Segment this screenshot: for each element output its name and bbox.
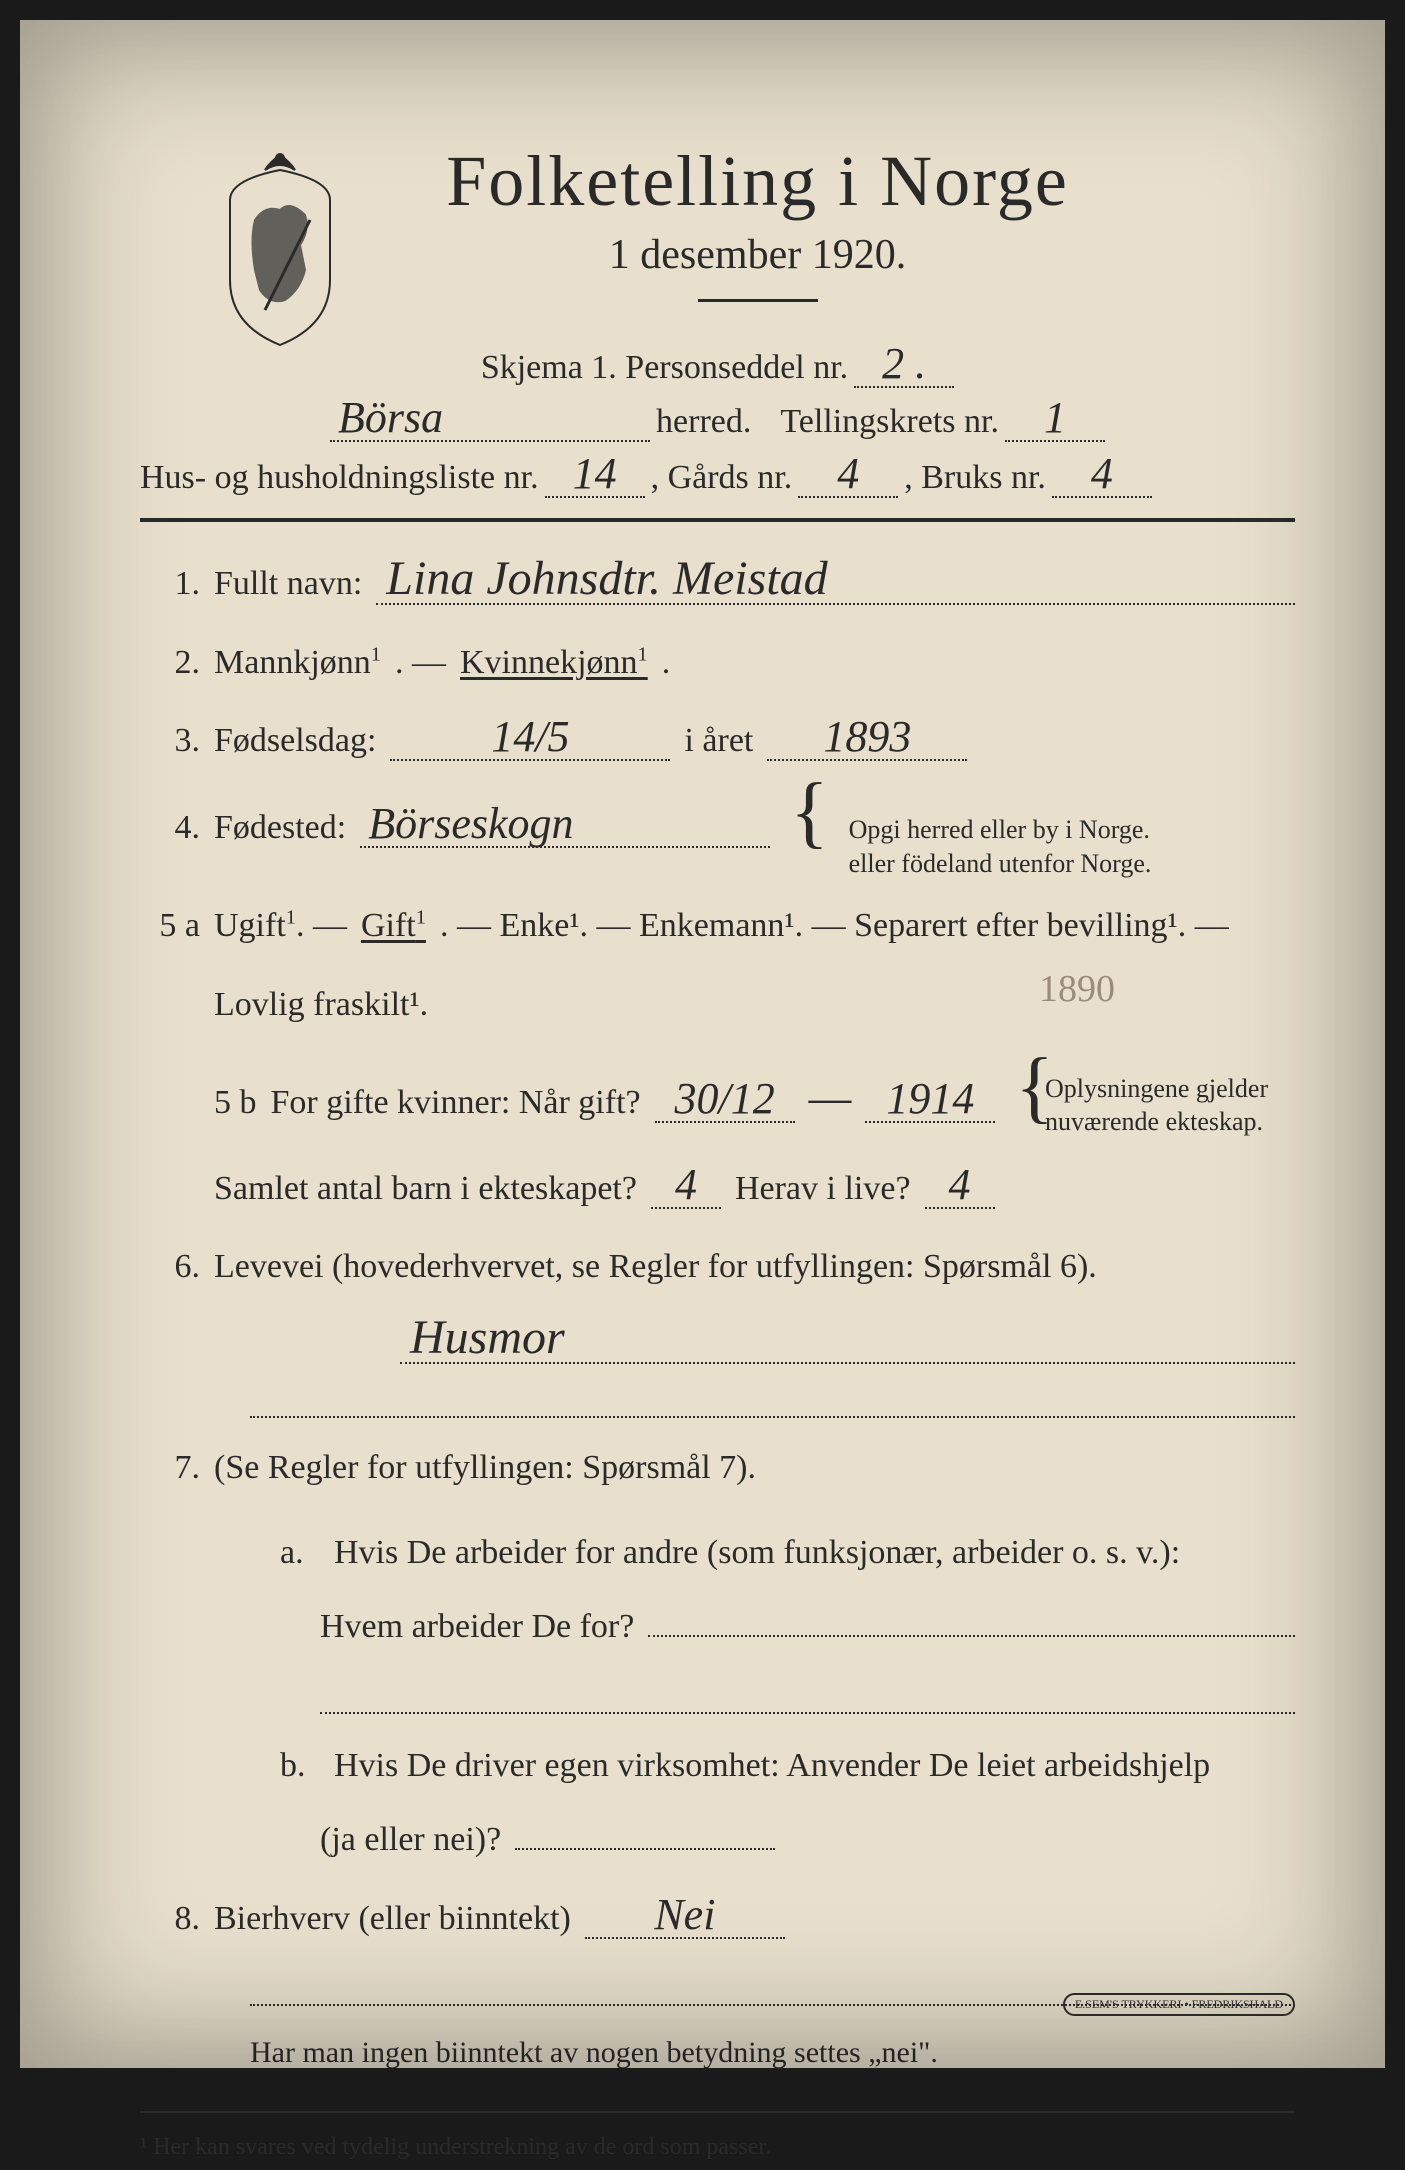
main-rule	[140, 518, 1295, 522]
q1-label: Fullt navn:	[214, 552, 362, 617]
herred-label: herred.	[656, 403, 751, 441]
page-title: Folketelling i Norge	[220, 140, 1295, 223]
q1-row: 1. Fullt navn: Lina Johnsdtr. Meistad	[140, 552, 1295, 617]
q6-num: 6.	[140, 1235, 200, 1300]
gards-nr: 4	[798, 452, 898, 498]
q6-label: Levevei (hovederhvervet, se Regler for u…	[214, 1235, 1097, 1300]
form-body: 1. Fullt navn: Lina Johnsdtr. Meistad 2.…	[140, 552, 1295, 2170]
header: Folketelling i Norge 1 desember 1920.	[220, 140, 1295, 302]
census-form-page: Folketelling i Norge 1 desember 1920. Sk…	[20, 20, 1385, 2068]
q2-dash: . —	[395, 631, 446, 696]
gards-label: , Gårds nr.	[651, 459, 793, 497]
q7a-label: a.	[280, 1521, 320, 1586]
page-subtitle: 1 desember 1920.	[220, 231, 1295, 279]
q5b-dash: —	[809, 1052, 852, 1143]
husliste-label: Hus- og husholdningsliste nr.	[140, 459, 539, 497]
q5b-barn: 4	[651, 1163, 721, 1209]
q4-row: 4. Fødested: Börseskogn { Opgi herred el…	[140, 788, 1295, 881]
pencil-note: 1890	[1039, 953, 1115, 1025]
q8-label: Bierhverv (eller biinntekt)	[214, 1887, 571, 1952]
q5a-rest: . — Enke¹. — Enkemann¹. — Separert efter…	[440, 894, 1229, 959]
q3-num: 3.	[140, 709, 200, 774]
bruks-nr: 4	[1052, 452, 1152, 498]
q5b-live: 4	[925, 1163, 995, 1209]
q1-num: 1.	[140, 552, 200, 617]
q7a-row: a. Hvis De arbeider for andre (som funks…	[280, 1521, 1295, 1586]
q7a-row2: Hvem arbeider De for?	[320, 1595, 1295, 1660]
q5b-barn-label: Samlet antal barn i ekteskapet?	[214, 1157, 637, 1222]
q8-num: 8.	[140, 1887, 200, 1952]
q7-label: (Se Regler for utfyllingen: Spørsmål 7).	[214, 1436, 756, 1501]
husliste-nr: 14	[545, 452, 645, 498]
q4-value: Börseskogn	[360, 802, 770, 848]
q5a-line2: Lovlig fraskilt¹.	[214, 973, 428, 1038]
bruks-label: , Bruks nr.	[904, 459, 1046, 497]
q4-num: 4.	[140, 796, 200, 861]
q5b-row2: Samlet antal barn i ekteskapet? 4 Herav …	[214, 1157, 1295, 1222]
q7b-row: b. Hvis De driver egen virksomhet: Anven…	[280, 1734, 1295, 1799]
q3-year: 1893	[767, 715, 967, 761]
skjema-label: Skjema 1. Personseddel nr.	[481, 349, 848, 387]
q3-day: 14/5	[390, 715, 670, 761]
q5a-gift: Gift1	[361, 894, 426, 959]
q7a-text1: Hvis De arbeider for andre (som funksjon…	[334, 1521, 1180, 1586]
q2-period: .	[662, 631, 671, 696]
q8-value: Nei	[585, 1893, 785, 1939]
q2-kvinne: Kvinnekjønn1	[460, 631, 648, 696]
q7a-text2: Hvem arbeider De for?	[320, 1595, 634, 1660]
printer-mark: E.SEM'S TRYKKERI • FREDRIKSHALD	[1063, 1993, 1295, 2016]
q8-note: Har man ingen biinntekt av nogen betydni…	[250, 2024, 1295, 2081]
q2-num: 2.	[140, 631, 200, 696]
personseddel-nr: 2 .	[854, 342, 954, 388]
q6-row: 6. Levevei (hovederhvervet, se Regler fo…	[140, 1235, 1295, 1300]
tellingskrets-nr: 1	[1005, 396, 1105, 442]
q5a-row: 5 a Ugift1. — Gift1 . — Enke¹. — Enkeman…	[140, 894, 1295, 959]
meta-line-2: Hus- og husholdningsliste nr. 14 , Gårds…	[140, 452, 1295, 498]
q7a-value	[648, 1635, 1295, 1637]
q6-value: Husmor	[400, 1314, 1295, 1364]
q2-mann: Mannkjønn1	[214, 631, 381, 696]
q4-label: Fødested:	[214, 796, 346, 861]
q5a-row2: Lovlig fraskilt¹. 1890	[214, 973, 1295, 1038]
meta-block: Skjema 1. Personseddel nr. 2 . Börsa her…	[140, 342, 1295, 442]
coat-of-arms	[210, 150, 350, 350]
q7b-label: b.	[280, 1734, 320, 1799]
q8-row: 8. Bierhverv (eller biinntekt) Nei	[140, 1887, 1295, 1952]
q5a-ugift: Ugift1. —	[214, 894, 347, 959]
q5b-live-label: Herav i live?	[735, 1157, 911, 1222]
herred-value: Börsa	[330, 396, 650, 442]
q6-value-row: Husmor	[400, 1314, 1295, 1364]
footnote-rule	[140, 2111, 1295, 2113]
tellingskrets-label: Tellingskrets nr.	[780, 403, 999, 441]
q5b-sidenote: Oplysningene gjelder nuværende ekteskap.	[1045, 1072, 1305, 1140]
q7b-value	[515, 1848, 775, 1850]
q7b-text2: (ja eller nei)?	[320, 1808, 501, 1873]
q2-row: 2. Mannkjønn1 . — Kvinnekjønn1 .	[140, 631, 1295, 696]
q5b-year: 1914	[865, 1077, 995, 1123]
q7-row: 7. (Se Regler for utfyllingen: Spørsmål …	[140, 1436, 1295, 1501]
q5a-num: 5 a	[140, 894, 200, 959]
q7-num: 7.	[140, 1436, 200, 1501]
footnote: ¹ Her kan svares ved tydelig understrekn…	[140, 2125, 1295, 2170]
blank-line-1	[250, 1382, 1295, 1418]
q7b-text1: Hvis De driver egen virksomhet: Anvender…	[334, 1734, 1210, 1799]
q5b-row: 5 b For gifte kvinner: Når gift? 30/12 —…	[214, 1052, 1295, 1143]
q1-value: Lina Johnsdtr. Meistad	[376, 555, 1295, 605]
q3-label: Fødselsdag:	[214, 709, 376, 774]
q5b-date: 30/12	[655, 1077, 795, 1123]
q5b-num: 5 b	[214, 1071, 257, 1136]
q3-mid: i året	[684, 709, 753, 774]
q7b-row2: (ja eller nei)?	[320, 1808, 1295, 1873]
q3-row: 3. Fødselsdag: 14/5 i året 1893	[140, 709, 1295, 774]
divider	[698, 299, 818, 302]
brace-icon: {	[790, 788, 828, 836]
q4-sidenote: Opgi herred eller by i Norge. eller föde…	[849, 813, 1209, 881]
q5b-label: For gifte kvinner: Når gift?	[271, 1071, 641, 1136]
blank-line-2	[320, 1678, 1295, 1714]
